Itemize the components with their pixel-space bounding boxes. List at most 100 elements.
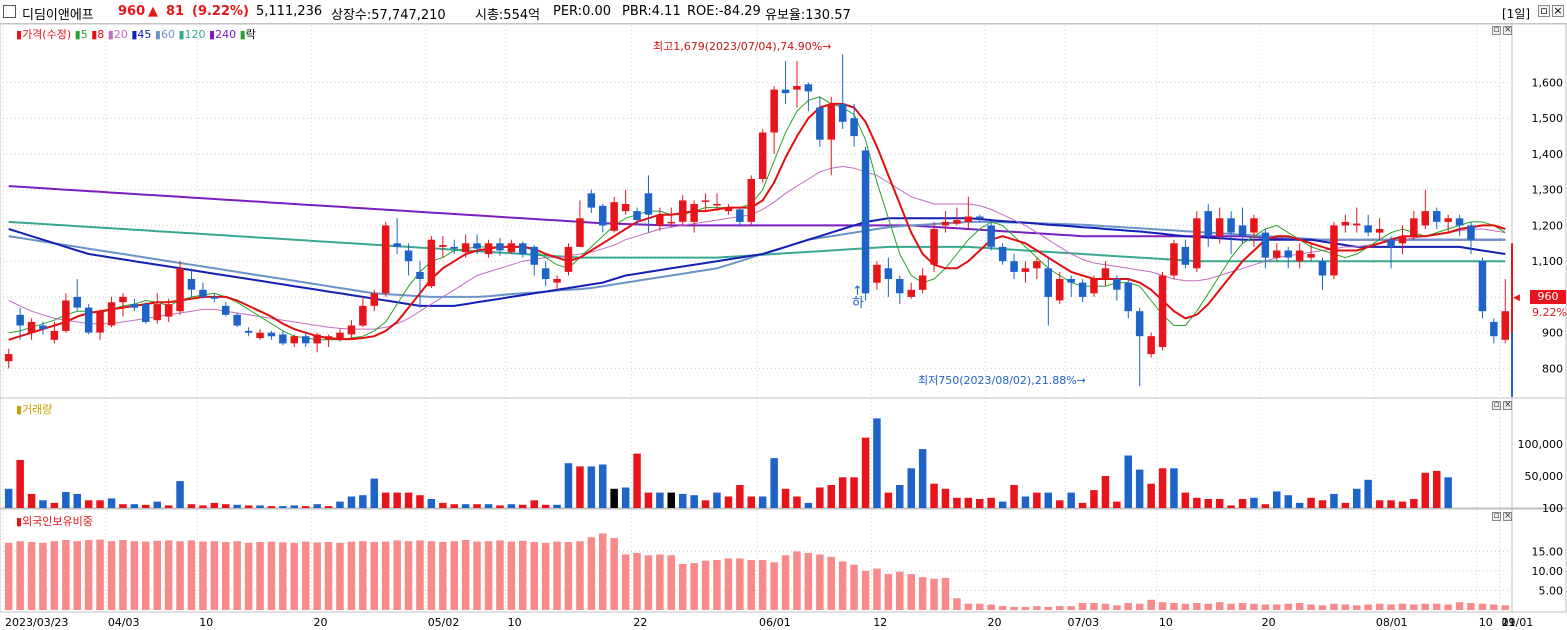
volume-bar (450, 504, 458, 508)
foreign-ratio-bar (199, 541, 207, 610)
foreign-ratio-bar (1147, 599, 1155, 610)
ma20-line (8, 165, 1506, 330)
volume-bar (290, 505, 298, 508)
volume-bar (267, 506, 276, 508)
foreign-ratio-bar (1318, 605, 1327, 610)
foreign-ratio-bar (370, 542, 378, 610)
ma45-line (8, 217, 1506, 307)
volume-title[interactable]: ▮거래량 (16, 403, 53, 416)
candle-body (62, 300, 70, 331)
foreign-ratio-bar (884, 574, 893, 610)
candle-body (164, 304, 173, 317)
candle-body (918, 275, 927, 290)
foreign-ratio-bar (1478, 603, 1487, 610)
candle-body (976, 216, 984, 219)
panel-restore-icon[interactable]: ▫ (1492, 400, 1501, 410)
candle-body (930, 229, 938, 265)
legend-ma5[interactable]: ▮5 (74, 28, 88, 41)
per-value: PER:0.00 (553, 4, 612, 19)
foreign-ratio-bar (393, 540, 401, 610)
foreign-ratio-bar (1204, 603, 1212, 610)
candle-body (953, 220, 961, 224)
volume-bar (244, 505, 253, 508)
panel-restore-icon[interactable]: ▫ (1492, 25, 1501, 35)
volume-panel-controls: ▫ × (1490, 400, 1512, 410)
foreign-ratio-bar (1215, 602, 1224, 610)
foreign-ratio-bar (416, 540, 424, 610)
volume-bar (724, 496, 733, 508)
volume-bar (758, 496, 767, 508)
legend-rak[interactable]: ▮락 (239, 28, 256, 41)
select-checkbox[interactable] (3, 5, 16, 18)
volume-tick-label: 100 (1542, 502, 1563, 515)
reserve-ratio: 유보율:130.57 (765, 8, 851, 23)
ma5-line (8, 96, 1506, 341)
legend-ma120[interactable]: ▮120 (178, 28, 206, 41)
foreign-ratio-bar (1124, 603, 1132, 610)
legend-ma60[interactable]: ▮60 (154, 28, 175, 41)
volume-bar (793, 496, 801, 508)
legend-ma8[interactable]: ▮8 (91, 28, 105, 41)
foreign-ratio-bar (187, 540, 196, 610)
foreign-ratio-bar (1181, 603, 1190, 610)
legend-price[interactable]: ▮가격(수정) (16, 28, 72, 41)
candle-body (1078, 282, 1087, 297)
panel-close-icon[interactable]: × (1503, 511, 1512, 521)
candle-body (793, 86, 801, 90)
candle-body (1307, 254, 1315, 258)
legend-ma240[interactable]: ▮240 (209, 28, 237, 41)
stock-name[interactable]: 디딤이앤에프 (22, 8, 94, 23)
foreign-ratio-bar (587, 537, 596, 610)
volume-bar (39, 500, 47, 508)
volume-bar (153, 501, 161, 508)
panel-restore-icon[interactable]: ▫ (1492, 511, 1501, 521)
date-tick-label: 21 (1502, 616, 1516, 629)
close-icon[interactable]: × (1552, 4, 1564, 17)
foreign-ownership-title[interactable]: ▮외국인보유비중 (16, 515, 93, 528)
foreign-ratio-bar (564, 542, 573, 610)
listed-shares: 상장수:57,747,210 (331, 8, 446, 23)
current-price: 960 (118, 4, 146, 19)
foreign-ratio-bar (1021, 606, 1030, 610)
foreign-ratio-bar (827, 556, 835, 610)
legend-ma20[interactable]: ▮20 (107, 28, 128, 41)
volume-bar (1215, 499, 1224, 508)
foreign-ratio-bar (656, 554, 664, 610)
candle-body (324, 336, 333, 340)
foreign-ratio-bar (222, 542, 230, 610)
foreign-ratio-bar (484, 541, 493, 610)
volume-bar (359, 495, 367, 508)
trade-volume: 5,111,236 (256, 4, 323, 19)
foreign-ratio-bar (1078, 603, 1087, 610)
foreign-ratio-bar (1387, 604, 1395, 610)
foreign-panel-controls: ▫ × (1490, 511, 1512, 521)
foreign-ratio-bar (142, 541, 150, 610)
candle-body (541, 268, 550, 279)
candle-body (1010, 261, 1018, 272)
foreign-ratio-bar (439, 542, 447, 610)
candle-body (16, 314, 24, 326)
panel-close-icon[interactable]: × (1503, 25, 1512, 35)
candle-body (404, 250, 413, 262)
volume-bar (656, 492, 664, 508)
candle-body (416, 271, 424, 279)
candle-body (1204, 211, 1212, 237)
volume-bar (119, 504, 127, 508)
volume-bar (1318, 500, 1327, 508)
candle-body (4, 354, 13, 362)
candle-body (130, 304, 139, 308)
panel-close-icon[interactable]: × (1503, 400, 1512, 410)
candle-body (233, 314, 241, 326)
candle-body (1238, 225, 1247, 237)
current-pct-tag: 9.22% (1532, 306, 1567, 319)
foreign-ratio-bar (1501, 605, 1509, 610)
candle-body (1330, 225, 1338, 276)
legend-ma45[interactable]: ▮45 (131, 28, 152, 41)
foreign-ratio-bar (1250, 603, 1258, 610)
volume-bar (1273, 491, 1281, 508)
period-button[interactable]: [1일] (1502, 7, 1531, 21)
maximize-icon[interactable]: ▫ (1538, 5, 1550, 17)
candle-body (1478, 261, 1487, 312)
foreign-ratio-bar (130, 541, 139, 610)
